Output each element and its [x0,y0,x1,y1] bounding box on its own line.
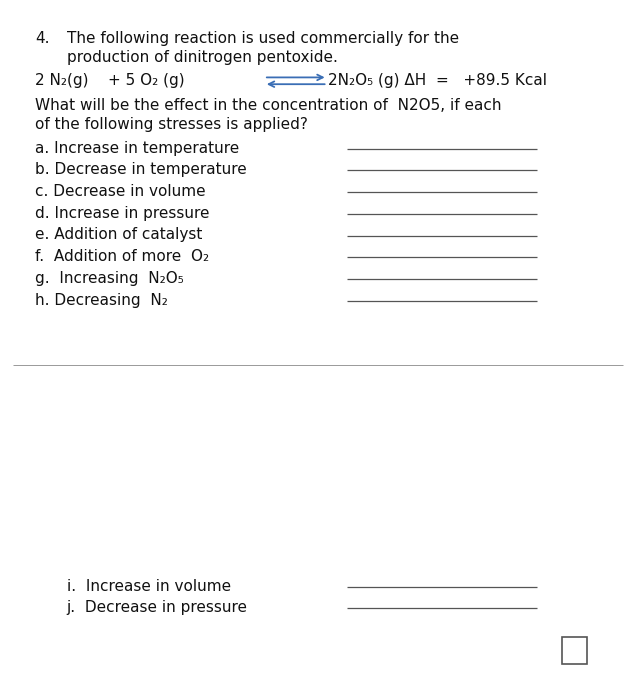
Text: g.  Increasing  N₂O₅: g. Increasing N₂O₅ [35,271,184,286]
Text: What will be the effect in the concentration of  N2O5, if each: What will be the effect in the concentra… [35,98,501,113]
Text: j.  Decrease in pressure: j. Decrease in pressure [67,600,248,615]
Text: e. Addition of catalyst: e. Addition of catalyst [35,227,202,242]
Text: of the following stresses is applied?: of the following stresses is applied? [35,117,308,132]
Text: c. Decrease in volume: c. Decrease in volume [35,184,205,199]
Text: f.  Addition of more  O₂: f. Addition of more O₂ [35,249,209,264]
Text: i.  Increase in volume: i. Increase in volume [67,579,231,593]
Text: production of dinitrogen pentoxide.: production of dinitrogen pentoxide. [67,50,338,65]
Text: b. Decrease in temperature: b. Decrease in temperature [35,162,247,177]
Text: a. Increase in temperature: a. Increase in temperature [35,141,239,155]
Text: 2 N₂(g)    + 5 O₂ (g): 2 N₂(g) + 5 O₂ (g) [35,73,184,88]
Text: h. Decreasing  N₂: h. Decreasing N₂ [35,293,168,308]
Text: d. Increase in pressure: d. Increase in pressure [35,206,209,221]
Text: The following reaction is used commercially for the: The following reaction is used commercia… [67,31,459,45]
Text: 2N₂O₅ (g) ΔH  =   +89.5 Kcal: 2N₂O₅ (g) ΔH = +89.5 Kcal [328,73,546,88]
Text: 4.: 4. [35,31,50,45]
Bar [562,637,587,664]
